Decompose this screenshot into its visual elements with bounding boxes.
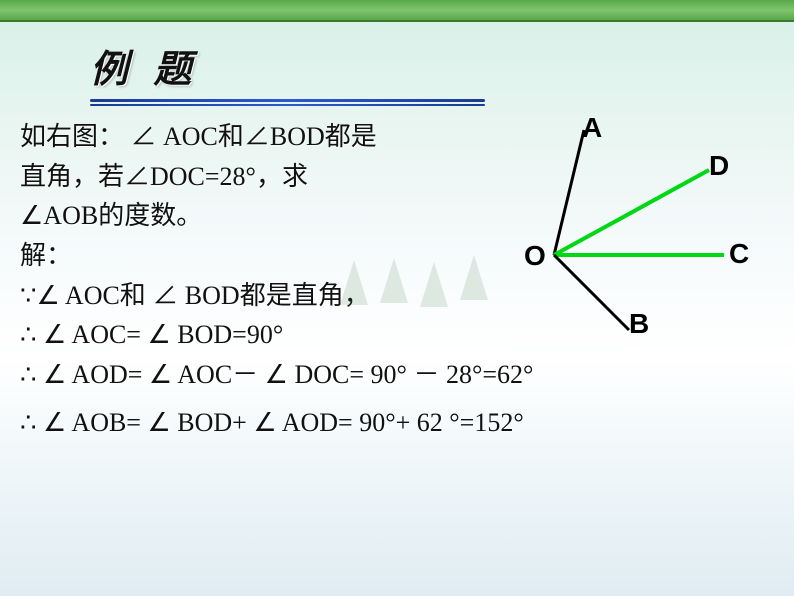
- tree-decoration: [380, 258, 408, 303]
- angle-diagram: O A D C B: [524, 120, 764, 340]
- tree-decoration: [340, 260, 368, 305]
- label-O: O: [524, 240, 546, 272]
- label-C: C: [729, 238, 749, 270]
- label-D: D: [709, 150, 729, 182]
- label-B: B: [629, 308, 649, 340]
- solution-step-3: ∴ ∠ AOD= ∠ AOC－ ∠ DOC= 90° － 28°=62°: [20, 356, 774, 394]
- solution-step-4: ∴ ∠ AOB= ∠ BOD+ ∠ AOD= 90°+ 62 °=152°: [20, 404, 774, 442]
- top-gradient-bar: [0, 0, 794, 22]
- tree-decoration: [420, 262, 448, 307]
- label-A: A: [582, 112, 602, 144]
- title-section: 例 题: [0, 22, 794, 97]
- title-underline: [90, 99, 485, 106]
- ray-OD: [554, 170, 709, 255]
- page-title: 例 题: [90, 49, 200, 91]
- ray-OA: [554, 130, 584, 255]
- ray-OB: [554, 255, 629, 330]
- tree-decoration: [460, 255, 488, 300]
